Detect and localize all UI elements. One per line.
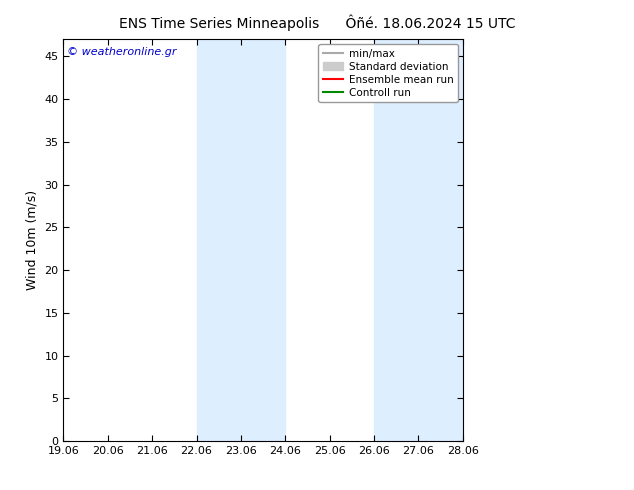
Y-axis label: Wind 10m (m/s): Wind 10m (m/s)	[26, 190, 39, 290]
Bar	[374, 39, 463, 441]
Bar	[197, 39, 285, 441]
Legend: min/max, Standard deviation, Ensemble mean run, Controll run: min/max, Standard deviation, Ensemble me…	[318, 45, 458, 102]
Text: ENS Time Series Minneapolis      Ôñé. 18.06.2024 15 UTC: ENS Time Series Minneapolis Ôñé. 18.06.2…	[119, 15, 515, 31]
Text: © weatheronline.gr: © weatheronline.gr	[67, 47, 177, 57]
